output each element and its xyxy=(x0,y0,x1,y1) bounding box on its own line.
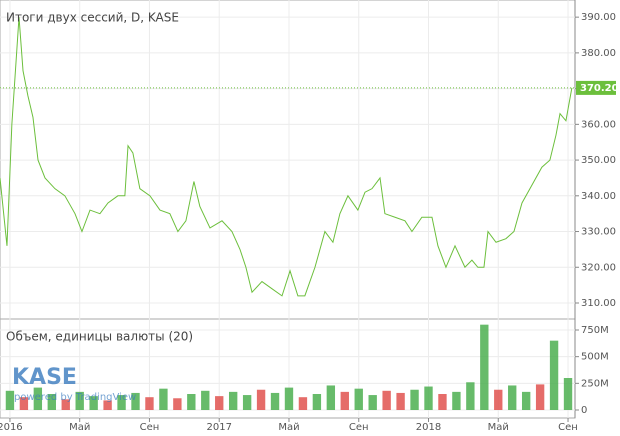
volume-bar xyxy=(33,387,43,410)
last-price-label: 370.20 xyxy=(580,83,619,94)
volume-bar xyxy=(326,385,336,410)
volume-bar xyxy=(187,394,196,410)
volume-bar xyxy=(396,392,405,410)
x-tick-label: 2017 xyxy=(206,422,231,433)
volume-bar xyxy=(368,395,377,410)
volume-bar xyxy=(466,382,475,410)
volume-bar xyxy=(354,388,363,410)
volume-bar xyxy=(5,390,15,410)
volume-bar xyxy=(145,397,154,410)
volume-bar xyxy=(563,378,573,410)
y-tick-label: 380.00 xyxy=(581,48,616,59)
volume-bar xyxy=(89,396,98,410)
volume-bar xyxy=(61,399,70,410)
volume-bar xyxy=(270,392,280,410)
volume-bar xyxy=(131,392,140,410)
watermark: powered by TradingView xyxy=(14,392,136,403)
grid xyxy=(0,0,575,418)
volume-bar xyxy=(535,384,545,410)
volume-bar xyxy=(173,398,182,410)
volume-bar xyxy=(19,397,29,410)
y-tick-label: 390.00 xyxy=(581,12,616,23)
volume-bar xyxy=(494,389,503,410)
x-tick-label: Сен xyxy=(349,422,369,433)
y-tick-label: 350.00 xyxy=(581,155,616,166)
volume-bar xyxy=(47,394,56,410)
volume-bar xyxy=(103,400,112,410)
x-tick-label: 2016 xyxy=(0,422,23,433)
volume-bar xyxy=(424,386,433,410)
y-tick-label: 750M xyxy=(581,325,609,336)
volume-bar xyxy=(508,385,517,410)
volume-bar xyxy=(382,390,391,410)
volume-bar xyxy=(438,394,447,410)
volume-bar xyxy=(215,396,224,410)
volume-bar xyxy=(452,391,461,410)
x-tick-label: Сен xyxy=(140,422,160,433)
volume-bar xyxy=(228,391,238,410)
y-tick-label: 250M xyxy=(581,378,609,389)
y-tick-label: 340.00 xyxy=(581,191,616,202)
y-tick-label: 500M xyxy=(581,352,609,363)
x-tick-label: Май xyxy=(488,422,509,433)
volume-bar xyxy=(521,391,531,410)
volume-bar xyxy=(75,391,84,410)
volume-bar xyxy=(256,389,266,410)
volume-bar xyxy=(117,395,126,410)
volume-bar xyxy=(480,324,489,410)
chart-title: Итоги двух сессий, D, KASE xyxy=(6,11,179,25)
volume-bar xyxy=(298,397,308,410)
plot-frame xyxy=(0,0,576,419)
volume-bar xyxy=(410,389,419,410)
volume-title: Объем, единицы валюты (20) xyxy=(6,330,193,344)
y-tick-label: 330.00 xyxy=(581,227,616,238)
volume-bar xyxy=(284,387,294,410)
y-tick-label: 320.00 xyxy=(581,262,616,273)
volume-bar xyxy=(312,394,322,410)
last-price-box xyxy=(576,80,616,95)
y-tick-label: 360.00 xyxy=(581,119,616,130)
y-tick-label: 310.00 xyxy=(581,298,616,309)
x-tick-label: Май xyxy=(69,422,90,433)
volume-bar xyxy=(340,391,349,410)
volume-bar xyxy=(549,340,559,410)
logo: KASE xyxy=(12,365,77,390)
price-line xyxy=(0,17,573,297)
x-tick-label: Сен xyxy=(558,422,578,433)
x-tick-label: Май xyxy=(278,422,299,433)
marks xyxy=(0,17,573,410)
y-tick-label: 0 xyxy=(581,405,587,416)
volume-bar xyxy=(242,395,252,410)
volume-bar xyxy=(201,390,210,410)
x-tick-label: 2018 xyxy=(416,422,441,433)
volume-bar xyxy=(159,388,168,410)
